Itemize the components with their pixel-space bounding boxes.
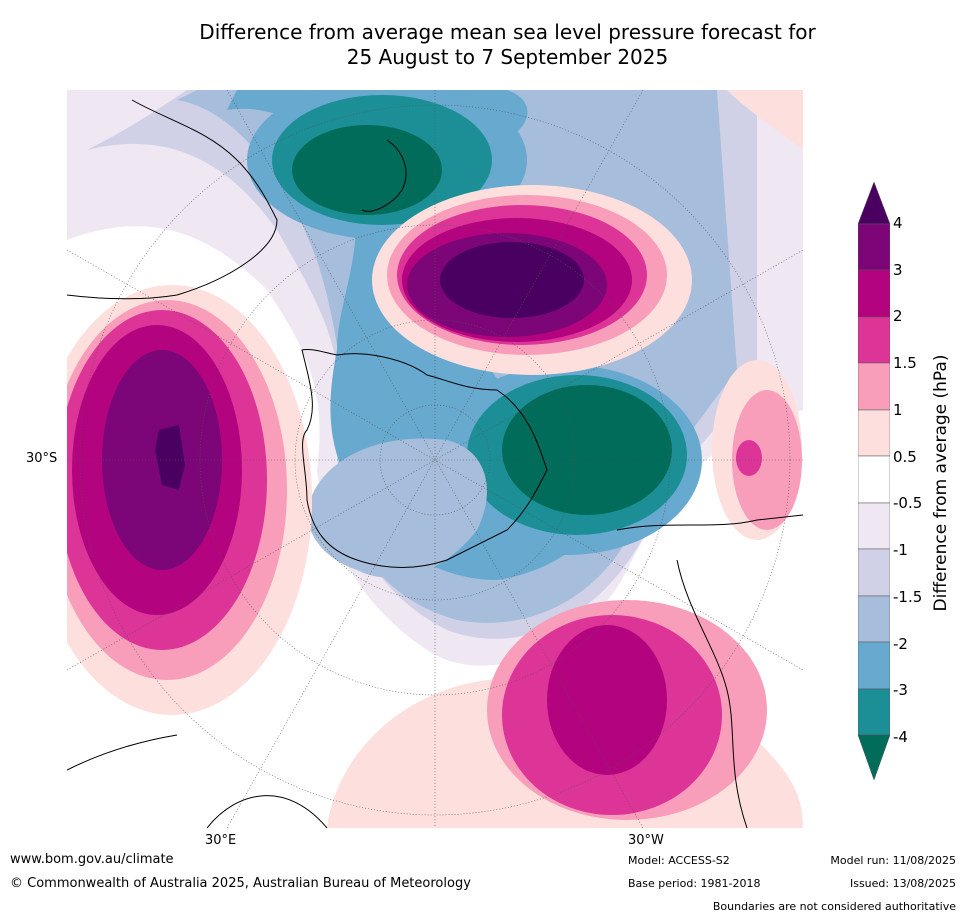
title-line-2: 25 August to 7 September 2025 (346, 45, 669, 69)
colorbar-tick-minus-2: -2 (893, 635, 908, 653)
colorbar-tick-0-5: 0.5 (893, 448, 917, 466)
pacific-high-4 (440, 242, 584, 318)
colorbar-band-m05-m1 (857, 502, 891, 550)
chart-title: Difference from average mean sea level p… (0, 20, 965, 70)
model-run-text: Model run: 11/08/2025 (830, 854, 956, 867)
map-svg (67, 90, 803, 828)
new-zealand-coast (361, 139, 407, 212)
antarctica-coast (301, 349, 548, 568)
colorbar-band-05-1 (857, 409, 891, 457)
corner-high (727, 90, 803, 150)
colorbar-tick-minus-4: -4 (893, 728, 908, 746)
colorbar-band-m3-m4 (857, 688, 891, 736)
colorbar-band-m2-m3 (857, 641, 891, 690)
lon-label-30w: 30°W (628, 833, 664, 848)
base-period-text: Base period: 1981-2018 (628, 877, 761, 890)
colorbar (857, 181, 891, 782)
graticule (67, 90, 803, 828)
colorbar-arrow-top (857, 181, 891, 225)
model-text: Model: ACCESS-S2 (628, 854, 730, 867)
colorbar-band-15-2 (857, 316, 891, 364)
atlantic-low-core (502, 385, 672, 515)
colorbar-band-m1-m15 (857, 548, 891, 597)
colorbar-band-neutral (857, 455, 891, 504)
colorbar-tick-4: 4 (893, 214, 903, 232)
colorbar-tick-3: 3 (893, 261, 903, 279)
south-atlantic-high-2 (547, 625, 667, 775)
title-line-1: Difference from average mean sea level p… (199, 20, 816, 44)
australia-coast (67, 99, 278, 300)
pressure-anomaly-map (67, 90, 803, 828)
lat-label-30s: 30°S (26, 451, 58, 466)
indian-high-4 (155, 425, 185, 490)
colorbar-tick-2: 2 (893, 307, 903, 325)
colorbar-band-m15-m2 (857, 595, 891, 643)
south-america-coast (616, 514, 803, 828)
colorbar-tick-minus-3: -3 (893, 681, 908, 699)
colorbar-label: Difference from average (hPa) (931, 354, 951, 612)
colorbar-svg (857, 181, 891, 781)
colorbar-tick-1: 1 (893, 401, 903, 419)
colorbar-arrow-bottom (857, 734, 891, 781)
website-link[interactable]: www.bom.gov.au/climate (10, 852, 174, 867)
copyright-text: © Commonwealth of Australia 2025, Austra… (10, 876, 471, 891)
colorbar-tick-minus-1: -1 (893, 541, 908, 559)
colorbar-band-1-15 (857, 362, 891, 411)
colorbar-band-2-3 (857, 269, 891, 318)
east-high-15 (736, 440, 762, 476)
issued-text: Issued: 13/08/2025 (849, 877, 956, 890)
lon-label-30e: 30°E (205, 833, 237, 848)
coastlines (67, 99, 803, 828)
colorbar-tick-1-5: 1.5 (893, 354, 917, 372)
africa-coast (67, 734, 328, 828)
colorbar-tick-minus-1-5: -1.5 (893, 588, 923, 606)
disclaimer-text: Boundaries are not considered authoritat… (712, 900, 956, 913)
antarctic-low (307, 438, 487, 578)
nz-low-core (292, 125, 442, 215)
colorbar-tick-minus-0-5: -0.5 (893, 494, 923, 512)
colorbar-band-3-4 (857, 223, 891, 271)
